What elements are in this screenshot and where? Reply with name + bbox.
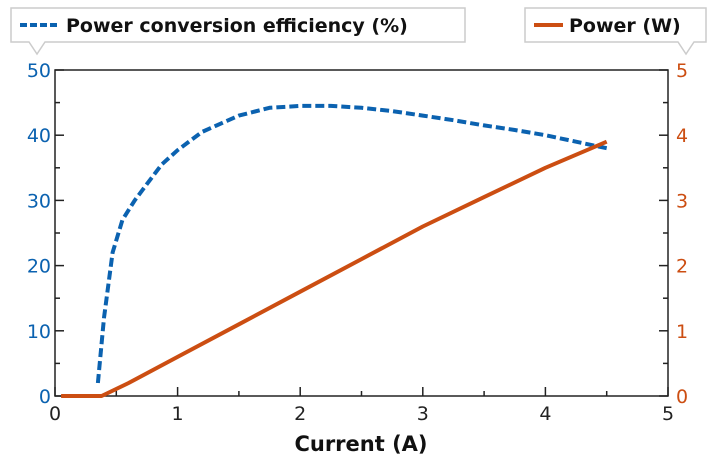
legend-power-label: Power (W) xyxy=(569,15,681,37)
y-right-tick-label: 3 xyxy=(676,190,688,212)
y-left-tick-label: 40 xyxy=(27,125,51,147)
y-right-tick-label: 2 xyxy=(676,256,688,278)
y-left-tick-label: 20 xyxy=(27,256,51,278)
y-left-tick-label: 10 xyxy=(27,321,51,343)
y-left-tick-label: 50 xyxy=(27,60,51,82)
series-line-1 xyxy=(61,139,608,398)
x-tick-label: 4 xyxy=(539,403,551,425)
y-right-tick-label: 1 xyxy=(676,321,688,343)
x-tick-label: 5 xyxy=(662,403,674,425)
legend-power: Power (W) xyxy=(524,7,707,56)
y-left-tick-label: 0 xyxy=(39,386,51,408)
x-axis-label: Current (A) xyxy=(294,432,427,456)
x-tick-label: 2 xyxy=(294,403,306,425)
x-tick-label: 0 xyxy=(49,403,61,425)
legend-efficiency: Power conversion efficiency (%) xyxy=(10,7,466,56)
y-right-tick-label: 0 xyxy=(676,386,688,408)
x-tick-label: 3 xyxy=(417,403,429,425)
y-right-tick-label: 5 xyxy=(676,60,688,82)
legend-efficiency-label: Power conversion efficiency (%) xyxy=(66,15,408,37)
y-left-tick-label: 30 xyxy=(27,190,51,212)
x-tick-label: 1 xyxy=(172,403,184,425)
series-line-0 xyxy=(95,103,608,384)
plot-frame xyxy=(54,69,669,397)
y-right-tick-label: 4 xyxy=(676,125,688,147)
